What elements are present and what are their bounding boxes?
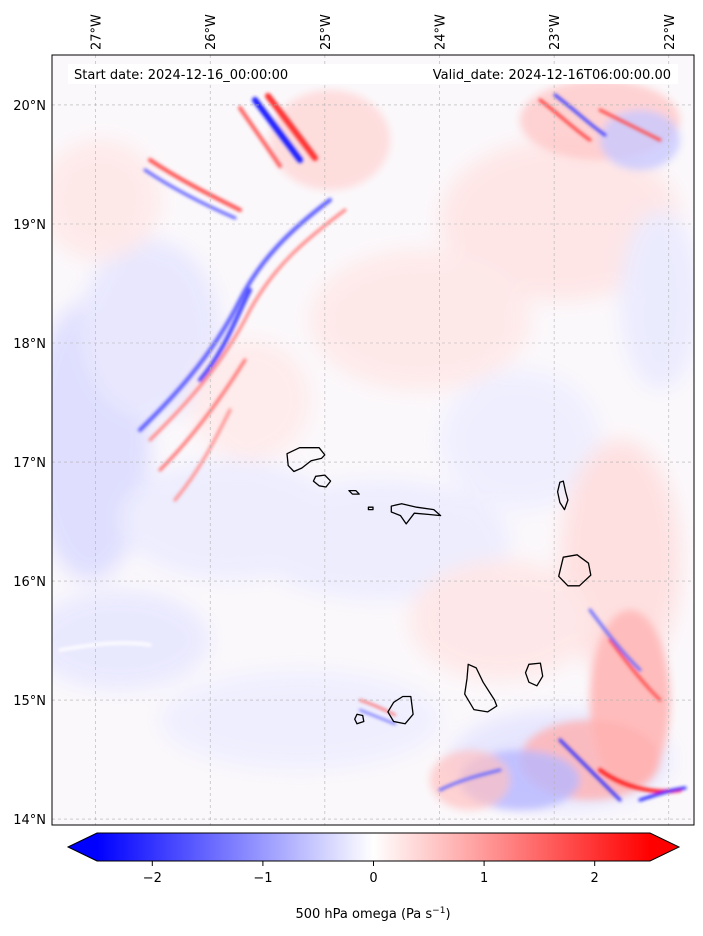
island-coastline xyxy=(558,554,592,587)
island-coastline xyxy=(286,447,326,473)
lat-tick-label: 15°N xyxy=(13,694,46,709)
gridlines xyxy=(52,55,694,825)
lon-tick-label: 27°W xyxy=(90,14,105,50)
lon-tick-label: 26°W xyxy=(204,14,219,50)
lat-tick-label: 17°N xyxy=(13,456,46,471)
colorbar-tick-label: 2 xyxy=(591,871,599,886)
island-coastline xyxy=(354,713,365,725)
lon-tick-label: 25°W xyxy=(319,14,334,50)
lon-tick-label: 23°W xyxy=(548,14,563,50)
lat-tick-label: 19°N xyxy=(13,218,46,233)
island-coastline xyxy=(556,480,569,511)
colorbar: −2 −1 0 1 2 500 hPa omega (Pa s−1) xyxy=(66,832,681,922)
colorbar-extend-high xyxy=(650,833,679,861)
colorbar-tick-label: −1 xyxy=(253,871,272,886)
lat-tick-label: 18°N xyxy=(13,337,46,352)
colorbar-outline xyxy=(66,832,681,862)
island-coastline xyxy=(348,489,360,495)
island-coastline xyxy=(464,663,498,713)
coastlines xyxy=(286,447,592,725)
colorbar-tick-label: −2 xyxy=(143,871,162,886)
colorbar-tick-label: 1 xyxy=(480,871,488,886)
lon-tick-labels: 27°W 26°W 25°W 24°W 23°W 22°W xyxy=(90,14,678,50)
island-coastline xyxy=(524,662,544,687)
colorbar-gradient xyxy=(97,833,650,861)
lat-tick-label: 14°N xyxy=(13,813,46,828)
lat-tick-labels: 20°N 19°N 18°N 17°N 16°N 15°N 14°N xyxy=(13,99,46,828)
island-coastline xyxy=(390,503,442,525)
omega-field xyxy=(52,55,694,825)
start-date-text: Start date: 2024-12-16_00:00:00 xyxy=(74,68,288,83)
lat-tick-label: 16°N xyxy=(13,575,46,590)
map-frame xyxy=(51,54,695,826)
info-box xyxy=(68,64,678,84)
colorbar-extend-low xyxy=(68,833,97,861)
valid-date-text: Valid_date: 2024-12-16T06:00:00.00 xyxy=(433,68,671,83)
lon-tick-label: 22°W xyxy=(663,14,678,50)
island-coastline xyxy=(387,695,414,725)
colorbar-tick-label: 0 xyxy=(369,871,377,886)
colorbar-label: 500 hPa omega (Pa s−1) xyxy=(295,906,450,922)
island-coastline xyxy=(312,474,332,488)
colorbar-tick-labels: −2 −1 0 1 2 xyxy=(143,861,599,886)
lat-tick-label: 20°N xyxy=(13,99,46,114)
lon-tick-label: 24°W xyxy=(433,14,448,50)
island-coastline xyxy=(367,506,374,511)
